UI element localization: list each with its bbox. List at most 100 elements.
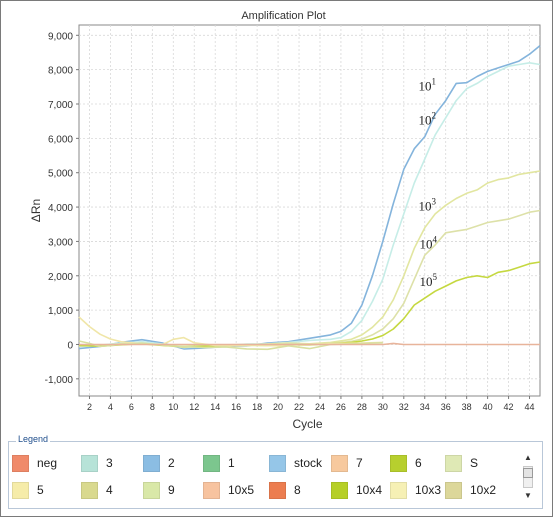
x-tick-label: 4 [108,402,113,412]
legend-swatch [81,481,98,499]
x-axis-label: Cycle [292,417,322,431]
legend-item[interactable]: 10x2 [445,480,496,500]
scroll-thumb[interactable] [523,468,533,478]
y-tick-label: 4,000 [48,203,73,214]
legend-swatch [81,454,98,472]
x-tick-label: 36 [441,402,451,412]
x-tick-label: 40 [483,402,493,412]
legend-swatch [331,454,348,472]
legend-item[interactable]: 10x3 [390,480,441,500]
annotation-label: 105 [420,272,438,289]
legend-label: 10x5 [228,483,255,497]
scroll-up-icon[interactable]: ▲ [524,453,532,462]
legend-item[interactable]: 5 [12,480,44,500]
legend-panel [8,441,543,509]
y-tick-label: 1,000 [48,306,73,317]
legend-swatch [445,454,462,472]
y-tick-label: -1,000 [45,375,74,386]
legend-item[interactable]: 7 [331,453,363,473]
x-tick-label: 38 [462,402,472,412]
x-tick-label: 32 [399,402,409,412]
x-tick-label: 14 [210,402,220,412]
x-tick-label: 20 [273,402,283,412]
legend-label: 5 [37,483,44,497]
plot-area [78,24,541,397]
legend-items: neg 3 2 1 stock 7 6 S 5 4 9 10x5 8 10x4 10x3 10x2 [12,451,512,505]
y-axis-label: ΔRn [29,199,43,222]
y-tick-label: 5,000 [48,169,73,180]
legend-item[interactable]: 10x5 [203,480,254,500]
y-tick-label: 2,000 [48,272,73,283]
legend-label: 8 [294,483,301,497]
legend-label: 6 [415,456,422,470]
x-tick-label: 6 [129,402,134,412]
legend-scrollbar[interactable]: ▲ ▼ [521,452,535,504]
legend-swatch [143,454,160,472]
legend-swatch [390,481,407,499]
y-tick-label: 7,000 [48,100,73,111]
annotation-label: 104 [420,234,438,251]
legend-label: 3 [106,456,113,470]
scroll-down-icon[interactable]: ▼ [524,491,532,500]
legend-label: neg [37,456,58,470]
legend-item[interactable]: 4 [81,480,113,500]
legend-item[interactable]: stock [269,453,322,473]
legend-swatch [331,481,348,499]
legend-label: 9 [168,483,175,497]
legend-label: 10x2 [470,483,497,497]
legend-swatch [203,481,220,499]
legend-label: 1 [228,456,235,470]
legend-swatch [143,481,160,499]
legend-label: 10x4 [356,483,383,497]
x-tick-label: 26 [336,402,346,412]
legend-swatch [390,454,407,472]
legend-item[interactable]: 3 [81,453,113,473]
legend-label: stock [294,456,323,470]
series-line-stock [78,44,541,350]
y-tick-label: 3,000 [48,237,73,248]
legend-item[interactable]: neg [12,453,57,473]
legend-item[interactable]: 9 [143,480,175,500]
x-tick-label: 34 [420,402,430,412]
legend-item[interactable]: 10x4 [331,480,382,500]
y-tick-label: 0 [67,340,73,351]
x-tick-label: 10 [168,402,178,412]
amplification-plot-chart: 2 4 6 8 10 12 14 16 18 20 22 24 26 28 30 32 34 36 38 40 42 44… [29,10,541,431]
legend-swatch [12,481,29,499]
x-tick-label: 2 [87,402,92,412]
x-tick-label: 30 [378,402,388,412]
x-tick-label: 8 [150,402,155,412]
annotation-label: 103 [418,197,436,214]
legend-title: Legend [16,434,51,444]
y-tick-label: 9,000 [48,31,73,42]
legend-item[interactable]: S [445,453,478,473]
legend-label: 4 [106,483,113,497]
annotation-label: 102 [418,111,436,128]
y-tick-label: 6,000 [48,134,73,145]
x-tick-label: 42 [504,402,514,412]
x-tick-label: 28 [357,402,367,412]
legend-label: 10x3 [415,483,442,497]
legend-swatch [269,481,286,499]
legend-swatch [445,481,462,499]
x-tick-label: 18 [252,402,262,412]
legend-swatch [203,454,220,472]
legend-label: 2 [168,456,175,470]
x-tick-label: 44 [525,402,535,412]
x-tick-label: 12 [189,402,199,412]
legend-item[interactable]: 6 [390,453,422,473]
legend-item[interactable]: 2 [143,453,175,473]
legend-label: S [470,456,479,470]
legend-item[interactable]: 8 [269,480,301,500]
legend-swatch [12,454,29,472]
annotation-label: 101 [418,76,436,93]
legend-item[interactable]: 1 [203,453,235,473]
legend-label: 7 [356,456,363,470]
x-tick-label: 16 [231,402,241,412]
chart-title: Amplification Plot [241,10,325,22]
x-tick-label: 22 [294,402,304,412]
x-tick-label: 24 [315,402,325,412]
series-line-neg [79,342,540,346]
y-tick-label: 8,000 [48,66,73,77]
legend-swatch [269,454,286,472]
